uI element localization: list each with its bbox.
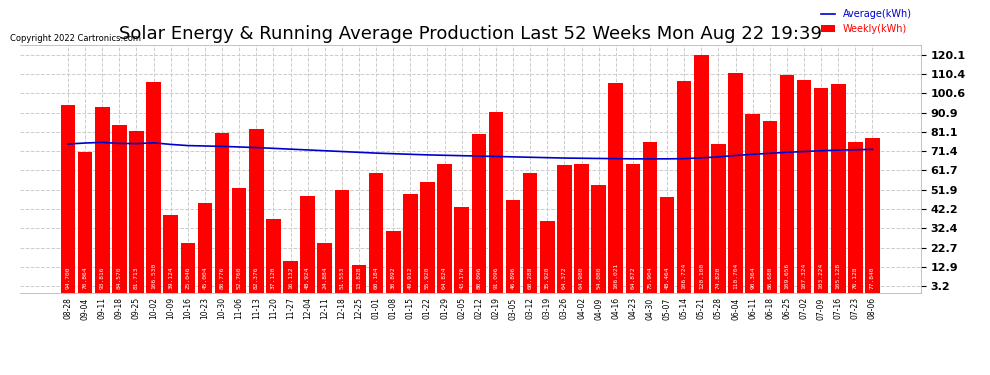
- Text: 60.184: 60.184: [373, 266, 378, 288]
- Text: 49.912: 49.912: [408, 266, 413, 288]
- Text: 106.530: 106.530: [151, 262, 156, 288]
- Text: 39.124: 39.124: [168, 266, 173, 288]
- Text: 103.224: 103.224: [819, 262, 824, 288]
- Bar: [283, 261, 298, 292]
- Bar: [865, 138, 880, 292]
- Bar: [523, 173, 538, 292]
- Bar: [300, 196, 315, 292]
- Bar: [626, 164, 641, 292]
- Bar: [112, 125, 127, 292]
- Text: 16.132: 16.132: [288, 266, 293, 288]
- Bar: [814, 88, 829, 292]
- Bar: [163, 215, 178, 292]
- Bar: [180, 243, 195, 292]
- Bar: [729, 73, 742, 292]
- Bar: [848, 142, 862, 292]
- Bar: [591, 185, 606, 292]
- Bar: [677, 81, 691, 292]
- Text: 110.704: 110.704: [733, 262, 739, 288]
- Bar: [574, 164, 589, 292]
- Bar: [318, 243, 332, 292]
- Bar: [609, 82, 623, 292]
- Text: 45.004: 45.004: [202, 266, 208, 288]
- Text: 109.656: 109.656: [784, 262, 789, 288]
- Text: 25.046: 25.046: [185, 266, 190, 288]
- Text: 120.100: 120.100: [699, 262, 704, 288]
- Text: 54.080: 54.080: [596, 266, 601, 288]
- Bar: [762, 121, 777, 292]
- Text: Copyright 2022 Cartronics.com: Copyright 2022 Cartronics.com: [10, 34, 141, 43]
- Bar: [78, 152, 92, 292]
- Bar: [351, 265, 366, 292]
- Text: 94.700: 94.700: [65, 266, 70, 288]
- Bar: [130, 131, 144, 292]
- Bar: [831, 84, 845, 292]
- Bar: [403, 194, 418, 292]
- Bar: [369, 173, 383, 292]
- Text: 76.128: 76.128: [852, 266, 858, 288]
- Bar: [454, 207, 469, 292]
- Text: 64.872: 64.872: [631, 266, 636, 288]
- Text: 55.920: 55.920: [425, 266, 430, 288]
- Bar: [506, 200, 521, 292]
- Text: 80.776: 80.776: [220, 266, 225, 288]
- Text: 80.096: 80.096: [476, 266, 481, 288]
- Text: 75.904: 75.904: [647, 266, 652, 288]
- Text: 30.892: 30.892: [391, 266, 396, 288]
- Bar: [249, 129, 263, 292]
- Text: 106.021: 106.021: [613, 262, 618, 288]
- Bar: [60, 105, 75, 292]
- Text: 46.896: 46.896: [511, 266, 516, 288]
- Legend: Average(kWh), Weekly(kWh): Average(kWh), Weekly(kWh): [817, 5, 916, 38]
- Bar: [420, 182, 435, 292]
- Text: 107.324: 107.324: [802, 262, 807, 288]
- Bar: [147, 82, 161, 292]
- Bar: [779, 75, 794, 292]
- Text: 64.372: 64.372: [562, 266, 567, 288]
- Text: 60.288: 60.288: [528, 266, 533, 288]
- Text: 35.920: 35.920: [544, 266, 549, 288]
- Text: 77.840: 77.840: [870, 266, 875, 288]
- Text: 37.120: 37.120: [271, 266, 276, 288]
- Bar: [540, 221, 554, 292]
- Text: 48.464: 48.464: [664, 266, 669, 288]
- Bar: [471, 134, 486, 292]
- Bar: [215, 133, 230, 292]
- Text: 48.924: 48.924: [305, 266, 310, 288]
- Text: 82.376: 82.376: [253, 266, 258, 288]
- Bar: [643, 142, 657, 292]
- Text: 24.884: 24.884: [323, 266, 328, 288]
- Text: 91.096: 91.096: [493, 266, 498, 288]
- Text: 74.820: 74.820: [716, 266, 721, 288]
- Text: 105.128: 105.128: [836, 262, 841, 288]
- Text: 52.760: 52.760: [237, 266, 242, 288]
- Bar: [557, 165, 571, 292]
- Bar: [438, 164, 451, 292]
- Text: 93.816: 93.816: [100, 266, 105, 288]
- Text: 81.713: 81.713: [134, 266, 139, 288]
- Title: Solar Energy & Running Average Production Last 52 Weeks Mon Aug 22 19:39: Solar Energy & Running Average Productio…: [119, 26, 822, 44]
- Bar: [745, 114, 760, 292]
- Text: 64.980: 64.980: [579, 266, 584, 288]
- Bar: [489, 112, 503, 292]
- Bar: [266, 219, 281, 292]
- Text: 64.824: 64.824: [443, 266, 447, 288]
- Bar: [198, 203, 212, 292]
- Text: 43.176: 43.176: [459, 266, 464, 288]
- Bar: [95, 107, 110, 292]
- Bar: [232, 188, 247, 292]
- Text: 90.364: 90.364: [750, 266, 755, 288]
- Bar: [659, 196, 674, 292]
- Text: 86.680: 86.680: [767, 266, 772, 288]
- Text: 106.724: 106.724: [682, 262, 687, 288]
- Text: 51.553: 51.553: [340, 266, 345, 288]
- Bar: [711, 144, 726, 292]
- Bar: [386, 231, 401, 292]
- Bar: [694, 55, 709, 292]
- Text: 70.864: 70.864: [82, 266, 88, 288]
- Text: 13.828: 13.828: [356, 266, 361, 288]
- Text: 84.570: 84.570: [117, 266, 122, 288]
- Bar: [335, 190, 349, 292]
- Bar: [797, 80, 811, 292]
